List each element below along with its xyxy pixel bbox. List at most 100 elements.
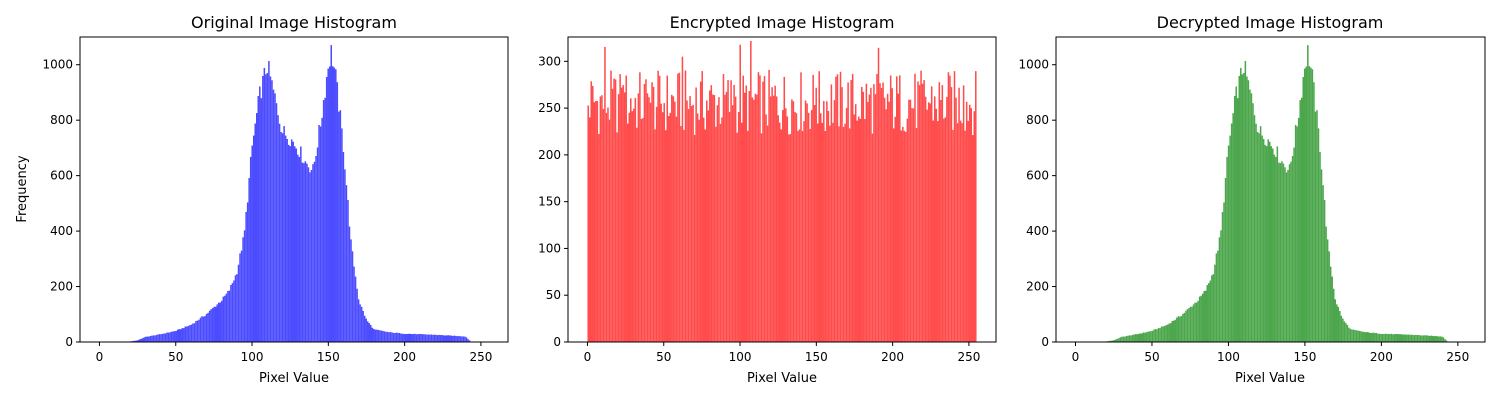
- histogram-bar: [889, 75, 892, 343]
- histogram-bar: [231, 283, 234, 342]
- histogram-bar: [199, 317, 202, 342]
- histogram-bar: [856, 120, 858, 342]
- histogram-bar: [237, 264, 240, 342]
- histogram-bar: [1445, 340, 1448, 342]
- x-tick-label: 200: [1370, 350, 1393, 364]
- histogram-bar: [1399, 334, 1402, 342]
- y-tick-label: 200: [50, 280, 73, 294]
- decrypted-histogram-panel: Decrypted Image Histogram 0 50 100 150 200 25…: [1018, 13, 1486, 386]
- histogram-bar: [1357, 330, 1359, 342]
- x-tick-label: 50: [1144, 350, 1159, 364]
- histogram-bar: [1256, 132, 1259, 342]
- histogram-bar: [268, 61, 270, 343]
- histogram-bar: [1363, 331, 1365, 342]
- histogram-bar: [373, 328, 375, 342]
- histogram-bar: [154, 335, 156, 342]
- histogram-bar: [193, 323, 196, 342]
- histogram-bar: [292, 141, 294, 342]
- histogram-bar: [1393, 333, 1396, 342]
- histogram-bar: [1377, 333, 1379, 342]
- histogram-bar: [1336, 304, 1338, 342]
- histogram-bar: [155, 335, 158, 342]
- x-tick-label: 200: [393, 350, 416, 364]
- histogram-bar: [848, 128, 851, 342]
- histogram-bar: [462, 336, 465, 342]
- histogram-bar: [1387, 333, 1390, 342]
- histogram-bar: [1287, 169, 1289, 342]
- histogram-bar: [1439, 336, 1442, 342]
- histogram-bar: [161, 333, 164, 342]
- x-tick-label: 250: [1446, 350, 1469, 364]
- histogram-bar: [287, 144, 290, 342]
- histogram-bar: [1276, 146, 1279, 342]
- encrypted-histogram-panel: Encrypted Image Histogram 0 50 100 150 200 25…: [538, 13, 997, 386]
- histogram-bar: [867, 101, 869, 342]
- histogram-bar: [871, 133, 874, 342]
- histogram-bar: [142, 338, 144, 342]
- histogram-bar: [445, 335, 448, 342]
- histogram-bar: [1204, 290, 1207, 342]
- histogram-bar: [930, 86, 933, 342]
- histogram-bar: [1119, 337, 1122, 342]
- y-axis-ticks: 0 50 100 150 200 250 300: [538, 54, 568, 349]
- chart-title: Decrypted Image Histogram: [1157, 13, 1384, 32]
- histogram-bar: [245, 211, 247, 342]
- histogram-bar: [1354, 329, 1356, 342]
- histogram-bar: [734, 96, 737, 342]
- histogram-bar: [389, 332, 392, 342]
- histogram-bar: [765, 114, 767, 342]
- histogram-bar: [702, 117, 705, 342]
- histogram-bar: [407, 333, 410, 342]
- histogram-bar: [733, 84, 735, 343]
- chart-title: Original Image Histogram: [191, 13, 397, 32]
- histogram-bar: [1224, 178, 1227, 342]
- histogram-bar: [327, 68, 329, 342]
- histogram-bar: [952, 130, 954, 342]
- histogram-bar: [868, 94, 871, 342]
- histogram-bar: [1424, 335, 1426, 342]
- histogram-bar: [297, 154, 299, 342]
- histogram-bar: [360, 306, 363, 342]
- histogram-bar: [1198, 296, 1201, 342]
- histogram-bar: [1141, 333, 1143, 342]
- histogram-bar: [280, 132, 282, 342]
- histogram-bar: [328, 66, 331, 342]
- original-histogram-panel: Original Image Histogram 0 50 100 150 200 250…: [15, 13, 509, 386]
- histogram-bar: [598, 133, 600, 342]
- histogram-bar: [778, 122, 781, 343]
- histogram-bar: [1221, 211, 1224, 342]
- histogram-bar: [304, 161, 307, 342]
- histogram-bar: [926, 109, 928, 342]
- histogram-bar: [740, 122, 743, 342]
- histogram-bar: [806, 103, 808, 343]
- histogram-bar: [718, 97, 720, 342]
- histogram-bar: [444, 335, 446, 342]
- histogram-bar: [845, 107, 848, 343]
- histogram-bar: [628, 112, 631, 342]
- histogram-bar: [300, 146, 302, 342]
- histogram-bar: [1293, 147, 1295, 342]
- histogram-bar: [853, 114, 855, 342]
- histogram-bar: [847, 82, 849, 343]
- histogram-bar: [620, 87, 623, 343]
- histogram-bar: [715, 126, 717, 342]
- histogram-bar: [1168, 323, 1170, 342]
- histogram-bar: [962, 85, 965, 342]
- histogram-bar: [709, 90, 711, 342]
- histogram-bar: [432, 334, 434, 342]
- histogram-bar: [1372, 332, 1375, 342]
- histogram-bar: [754, 93, 757, 342]
- histogram-bar: [640, 118, 643, 342]
- histogram-bar: [742, 75, 745, 342]
- histogram-bar: [1232, 113, 1234, 343]
- histogram-bar: [1421, 335, 1423, 342]
- histogram-bar: [465, 337, 468, 342]
- histogram-bar: [1294, 125, 1297, 342]
- histogram-bar: [458, 335, 460, 342]
- histogram-bar: [239, 253, 241, 342]
- histogram-bar: [353, 266, 355, 342]
- histogram-bar: [699, 81, 702, 342]
- histogram-bar: [1386, 333, 1388, 342]
- histogram-bar: [801, 130, 804, 342]
- histogram-bar: [903, 130, 906, 342]
